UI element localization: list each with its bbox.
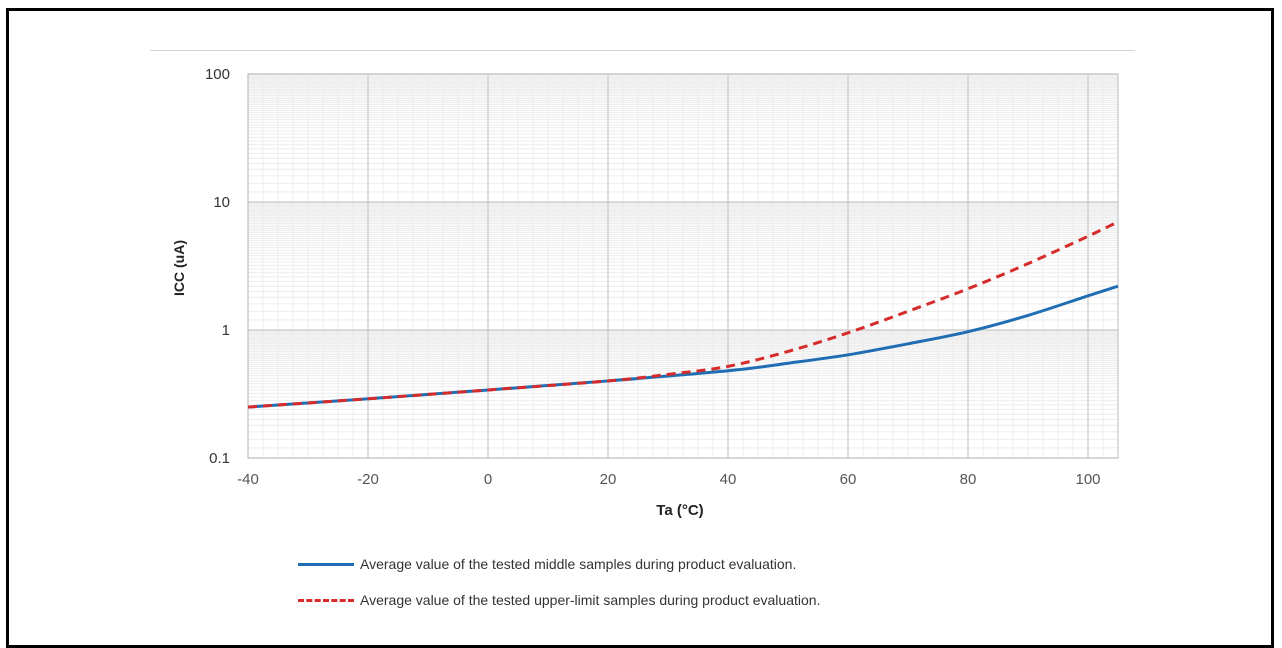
x-tick-label: 80 xyxy=(960,471,977,488)
y-tick-label: 100 xyxy=(205,66,230,83)
x-tick-label: 60 xyxy=(840,471,857,488)
legend-label-upper: Average value of the tested upper-limit … xyxy=(360,592,821,608)
chart-svg: 0.1 1 10 100 -40 -20 0 20 40 60 80 100 Ta (°C) ICC… xyxy=(171,66,1119,519)
legend-item-middle: Average value of the tested middle sampl… xyxy=(298,553,820,575)
series-lines xyxy=(247,220,1119,409)
y-tick-labels: 0.1 1 10 100 xyxy=(205,66,230,467)
y-axis-label: ICC (uA) xyxy=(171,240,187,296)
minor-grid xyxy=(248,74,1119,458)
y-tick-label: 1 xyxy=(222,322,230,339)
x-tick-labels: -40 -20 0 20 40 60 80 100 xyxy=(237,471,1100,488)
plot-area-border xyxy=(247,73,1119,459)
x-tick-label: -20 xyxy=(357,471,379,488)
series-line-middle xyxy=(247,284,1119,409)
legend: Average value of the tested middle sampl… xyxy=(298,553,820,625)
series-line-upper xyxy=(247,220,1119,409)
x-tick-label: 20 xyxy=(600,471,617,488)
legend-item-upper: Average value of the tested upper-limit … xyxy=(298,589,820,611)
legend-swatch-solid xyxy=(298,562,354,566)
y-tick-label: 0.1 xyxy=(209,450,230,467)
x-tick-label: 100 xyxy=(1075,471,1100,488)
top-divider xyxy=(150,50,1135,51)
y-tick-label: 10 xyxy=(213,194,230,211)
x-tick-label: 0 xyxy=(484,471,492,488)
x-axis-label: Ta (°C) xyxy=(656,502,703,519)
x-tick-label: -40 xyxy=(237,471,259,488)
legend-label-middle: Average value of the tested middle sampl… xyxy=(360,556,797,572)
x-tick-label: 40 xyxy=(720,471,737,488)
legend-swatch-dashed xyxy=(298,598,354,602)
